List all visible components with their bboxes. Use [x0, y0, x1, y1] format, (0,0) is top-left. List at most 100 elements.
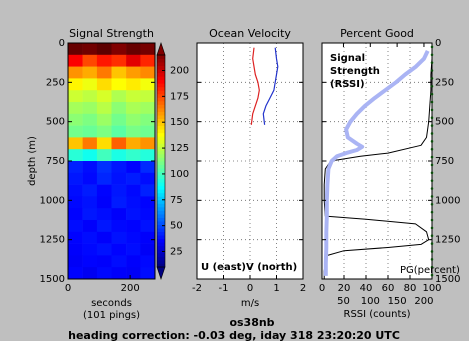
colorbar-tick-label: 25 — [170, 246, 183, 257]
heat-cell — [140, 243, 156, 256]
heat-cell — [68, 54, 83, 67]
colorbar-segment — [157, 136, 165, 141]
heat-cell — [82, 208, 98, 221]
colorbar-segment — [157, 108, 165, 112]
heat-cell — [96, 243, 112, 256]
heat-cell — [96, 231, 112, 244]
profile-line — [323, 50, 430, 276]
heat-cell — [111, 208, 127, 221]
colorbar-segment — [157, 192, 165, 197]
heat-cell — [96, 78, 112, 91]
heat-cell — [96, 66, 112, 79]
heat-cell — [140, 102, 156, 115]
colorbar-segment — [157, 115, 165, 119]
colorbar-segment — [157, 196, 165, 201]
heat-cell — [126, 90, 141, 103]
colorbar-segment — [157, 132, 165, 137]
x-tick-label: 0 — [319, 283, 325, 294]
colorbar-segment — [157, 231, 165, 236]
heat-cell — [111, 113, 127, 126]
y-tick-label: 500 — [46, 117, 65, 128]
colorbar-segment — [157, 90, 165, 95]
colorbar-segment — [157, 242, 165, 247]
heat-cell — [111, 231, 127, 244]
x2-tick-label: 50 — [337, 296, 350, 307]
heat-cell — [96, 54, 112, 67]
heat-cell — [111, 196, 127, 209]
heat-cell — [82, 149, 98, 162]
series-label: Strength — [330, 66, 380, 77]
heat-cell — [126, 267, 141, 280]
colorbar-segment — [157, 263, 165, 268]
colorbar-segment — [157, 111, 165, 116]
heat-cell — [140, 231, 156, 244]
colorbar-segment — [157, 168, 165, 172]
x2-tick-label: 200 — [414, 296, 433, 307]
colorbar-segment — [157, 228, 165, 233]
y-tick-label: 0 — [59, 38, 65, 49]
x-label: m/s — [241, 298, 259, 309]
x-tick-label: 1 — [273, 283, 279, 294]
panel-title: Percent Good — [340, 27, 414, 40]
heat-cell — [68, 137, 83, 150]
colorbar-segment — [157, 58, 165, 63]
y-tick-label: 0 — [435, 38, 441, 49]
heat-cell — [82, 66, 98, 79]
y-tick-label: 1000 — [435, 195, 460, 206]
heat-cell — [111, 66, 127, 79]
heat-cell — [82, 184, 98, 197]
heat-cell — [68, 196, 83, 209]
heat-cell — [111, 90, 127, 103]
heat-cell — [126, 125, 141, 138]
y-tick-label: 1250 — [40, 235, 65, 246]
x-tick-label: 60 — [382, 283, 395, 294]
heat-cell — [68, 243, 83, 256]
colorbar-segment — [157, 178, 165, 183]
heat-cell — [82, 113, 98, 126]
panel-title: Ocean Velocity — [209, 27, 291, 40]
heat-cell — [126, 172, 141, 185]
heat-cell — [82, 125, 98, 138]
colorbar-segment — [157, 203, 165, 208]
heat-cell — [96, 172, 112, 185]
series-label: Signal — [330, 53, 365, 64]
heat-cell — [126, 220, 141, 233]
colorbar-segment — [157, 185, 165, 190]
heat-cell — [126, 149, 141, 162]
colorbar-segment — [157, 100, 165, 105]
colorbar-tick-label: 150 — [170, 117, 189, 128]
colorbar-tick-label: 75 — [170, 195, 183, 206]
heat-cell — [111, 184, 127, 197]
heat-cell — [126, 196, 141, 209]
panel-title: Signal Strength — [69, 27, 154, 40]
y-tick-label: 250 — [46, 77, 65, 88]
heat-cell — [96, 161, 112, 174]
heat-cell — [68, 90, 83, 103]
profile-line — [262, 47, 279, 125]
heat-cell — [126, 54, 141, 67]
caption: heading correction: -0.03 deg, iday 318 … — [68, 329, 400, 341]
heat-cell — [111, 125, 127, 138]
colorbar-segment — [157, 238, 165, 243]
heat-cell — [68, 161, 83, 174]
colorbar-segment — [157, 93, 165, 98]
heat-cell — [68, 220, 83, 233]
heat-cell — [111, 78, 127, 91]
heat-cell — [111, 137, 127, 150]
heat-cell — [96, 125, 112, 138]
heat-cell — [82, 255, 98, 268]
colorbar-segment — [157, 206, 165, 211]
heat-cell — [111, 243, 127, 256]
y-label: depth (m) — [27, 136, 38, 186]
heat-cell — [68, 184, 83, 197]
heat-cell — [111, 220, 127, 233]
heat-cell — [68, 125, 83, 138]
heat-cell — [111, 267, 127, 280]
y-tick-label: 500 — [435, 117, 454, 128]
colorbar-tick-label: 50 — [170, 221, 183, 232]
heat-cell — [96, 149, 112, 162]
x-tick-label: 80 — [404, 283, 417, 294]
colorbar-segment — [157, 122, 165, 127]
heat-cell — [140, 66, 156, 79]
